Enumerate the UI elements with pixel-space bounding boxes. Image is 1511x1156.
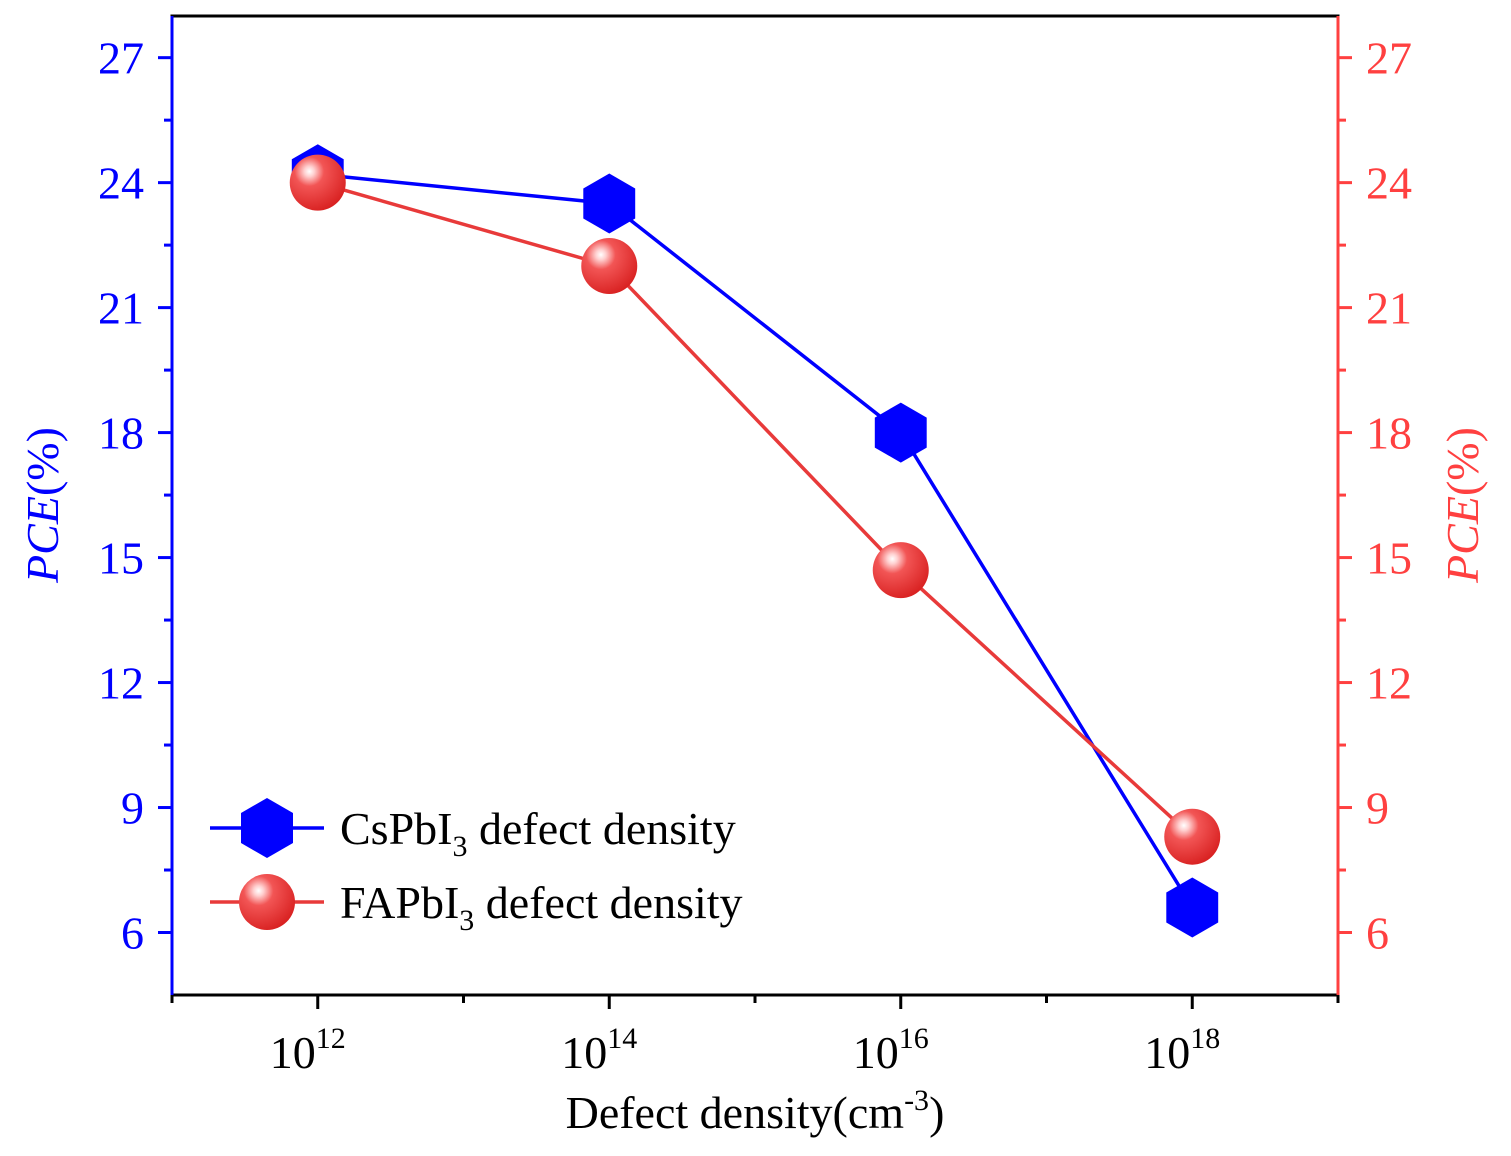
legend-label-subscript: 3: [452, 830, 467, 863]
fapbi3-legend-marker: [239, 874, 295, 930]
right-y-axis-ticks: 6 9 12 15 18 21 24 27: [1338, 33, 1412, 959]
fapbi3-data-point: [289, 154, 346, 211]
x-axis-title: Defect density(cm-3): [566, 1084, 945, 1138]
x-tick-label: 1012: [270, 1022, 346, 1078]
fapbi3-data-point: [872, 542, 929, 599]
cspbi3-data-point: [874, 402, 927, 463]
right-y-tick-label: 9: [1366, 783, 1389, 834]
fapbi3-data-point: [581, 237, 638, 294]
x-axis-ticks: 1012 1014 1016 1018: [170, 995, 1340, 1078]
x-tick-label-exponent: 14: [607, 1022, 637, 1055]
x-tick-label: 1014: [561, 1022, 637, 1078]
legend-label-subscript: 3: [459, 904, 474, 937]
left-y-tick-label: 12: [98, 658, 144, 709]
x-tick-label-exponent: 12: [316, 1022, 346, 1055]
cspbi3-data-point: [1166, 877, 1219, 938]
legend-label-suffix: defect density: [467, 803, 735, 854]
right-y-axis-title: PCE(%): [1437, 427, 1488, 584]
fapbi3-legend-label: FAPbI3 defect density: [340, 877, 743, 937]
x-tick-label-base: 10: [561, 1027, 607, 1078]
legend-label-suffix: defect density: [474, 877, 742, 928]
right-y-tick-label: 12: [1366, 658, 1412, 709]
legend-label-prefix: CsPbI: [340, 803, 452, 854]
x-tick-label-exponent: 18: [1190, 1022, 1220, 1055]
x-tick-label-base: 10: [270, 1027, 316, 1078]
x-tick-label-base: 10: [1144, 1027, 1190, 1078]
legend-label-prefix: FAPbI: [340, 877, 459, 928]
left-y-tick-label: 27: [98, 33, 144, 84]
right-y-tick-label: 24: [1366, 158, 1412, 209]
right-y-tick-label: 21: [1366, 283, 1412, 334]
cspbi3-legend-label: CsPbI3 defect density: [340, 803, 736, 863]
right-y-tick-label: 15: [1366, 533, 1412, 584]
left-y-tick-label: 18: [98, 408, 144, 459]
series-layer: [289, 144, 1221, 938]
right-y-tick-label: 18: [1366, 408, 1412, 459]
right-y-tick-label: 27: [1366, 33, 1412, 84]
cspbi3-legend-marker: [241, 798, 293, 858]
fapbi3-series-line: [317, 180, 1194, 838]
left-y-tick-label: 6: [121, 908, 144, 959]
cspbi3-data-point: [583, 173, 636, 234]
x-tick-label: 1016: [853, 1022, 929, 1078]
fapbi3-data-point: [1164, 808, 1221, 865]
cspbi3-series-line: [317, 172, 1194, 909]
left-y-tick-label: 21: [98, 283, 144, 334]
left-y-axis-ticks: 6 9 12 15 18 21 24 27: [98, 33, 172, 959]
x-tick-label-base: 10: [853, 1027, 899, 1078]
left-y-tick-label: 9: [121, 783, 144, 834]
right-y-tick-label: 6: [1366, 908, 1389, 959]
x-tick-label: 1018: [1144, 1022, 1220, 1078]
left-y-tick-label: 15: [98, 533, 144, 584]
left-y-tick-label: 24: [98, 158, 144, 209]
x-tick-label-exponent: 16: [899, 1022, 929, 1055]
left-y-axis-title: PCE(%): [17, 427, 68, 584]
